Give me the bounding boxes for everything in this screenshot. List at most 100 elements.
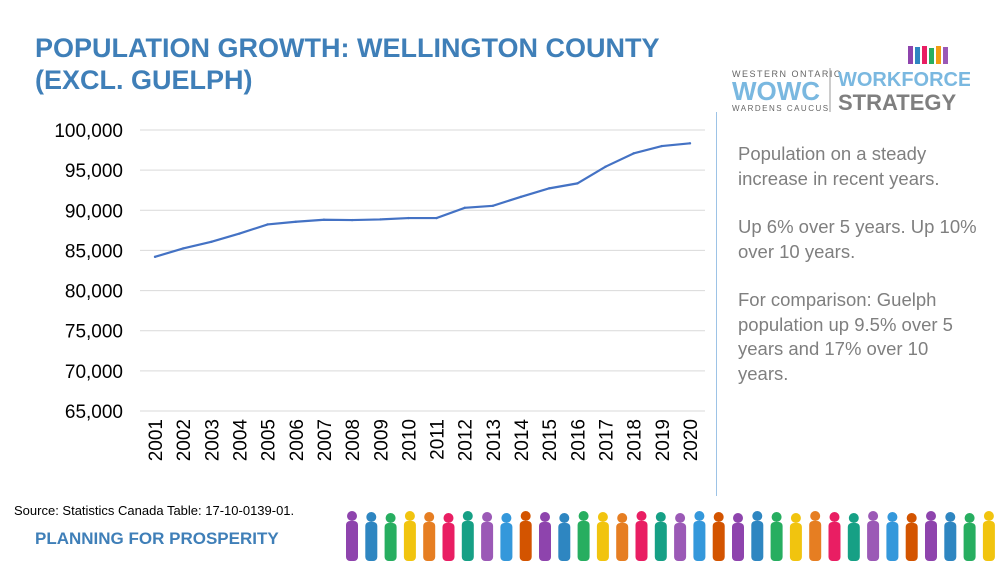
person-figure-icon (789, 513, 802, 561)
y-tick-label: 85,000 (65, 241, 123, 262)
person-figure-icon (558, 513, 571, 561)
data-point (266, 223, 269, 226)
data-point (350, 218, 354, 222)
summary-text: Population on a steady increase in recen… (738, 142, 978, 410)
x-tick-label: 2015 (540, 419, 561, 461)
svg-text:WOWC: WOWC (732, 76, 820, 106)
divider (716, 112, 717, 496)
data-point (604, 165, 607, 168)
person-figure-icon (346, 511, 358, 561)
footer-tagline: PLANNING FOR PROSPERITY (35, 529, 279, 548)
x-tick-label: 2017 (597, 419, 618, 461)
person-figure-icon (693, 511, 706, 561)
x-tick-label: 2001 (146, 419, 167, 461)
y-tick-label: 70,000 (65, 362, 123, 383)
page-title: POPULATION GROWTH: WELLINGTON COUNTY (EX… (35, 33, 659, 95)
y-tick-label: 100,000 (54, 121, 123, 142)
y-tick-label: 75,000 (65, 322, 123, 343)
person-figure-icon (577, 511, 590, 561)
person-figure-icon (732, 513, 744, 561)
person-figure-icon (365, 512, 378, 561)
data-point (491, 204, 495, 207)
x-tick-label: 2008 (343, 419, 364, 461)
person-figure-icon (944, 512, 957, 561)
svg-text:WORKFORCE: WORKFORCE (838, 69, 970, 91)
person-figure-icon (616, 513, 629, 561)
population-line (154, 142, 691, 258)
person-figure-icon (519, 511, 532, 561)
data-point (181, 247, 185, 250)
person-figure-icon (963, 513, 976, 561)
y-tick-label: 65,000 (65, 402, 123, 423)
data-point (210, 240, 213, 244)
x-tick-label: 2007 (315, 419, 336, 461)
data-point (660, 144, 664, 148)
data-point (294, 220, 297, 223)
person-figure-icon (770, 512, 783, 561)
person-figure-icon (481, 512, 494, 561)
data-point (576, 182, 579, 185)
person-figure-icon (423, 512, 436, 561)
person-figure-icon (674, 513, 687, 561)
x-tick-label: 2014 (512, 419, 533, 462)
data-point (238, 232, 241, 235)
data-point (519, 195, 523, 198)
data-point (632, 152, 635, 155)
person-figure-icon (384, 513, 397, 561)
logo-people-icon (908, 46, 948, 64)
people-frieze-image (346, 511, 995, 561)
data-point (407, 216, 410, 220)
x-tick-label: 2019 (653, 419, 674, 461)
data-point (463, 206, 466, 209)
person-figure-icon (982, 511, 995, 561)
person-figure-icon (442, 513, 455, 561)
person-figure-icon (461, 511, 474, 561)
x-tick-label: 2010 (399, 419, 420, 461)
y-tick-label: 80,000 (65, 282, 123, 303)
x-tick-label: 2009 (371, 419, 392, 461)
summary-growth: Up 6% over 5 years. Up 10% over 10 years… (738, 216, 977, 262)
svg-text:STRATEGY: STRATEGY (838, 90, 956, 114)
summary-trend: Population on a steady increase in recen… (738, 143, 940, 189)
x-tick-label: 2006 (287, 419, 308, 461)
y-tick-label: 90,000 (65, 201, 123, 222)
data-point (435, 216, 438, 220)
data-point (548, 187, 551, 190)
x-tick-label: 2020 (681, 419, 702, 461)
person-figure-icon (828, 512, 841, 561)
person-figure-icon (500, 513, 513, 561)
wowc-logo: WESTERN ONTARIO WOWC WARDENS CAUCUS WORK… (732, 46, 970, 114)
x-tick-label: 2011 (428, 419, 449, 460)
x-tick-label: 2013 (484, 419, 505, 461)
x-tick-label: 2004 (230, 419, 251, 462)
x-tick-label: 2018 (625, 419, 646, 461)
person-figure-icon (886, 512, 899, 561)
person-figure-icon (712, 512, 725, 561)
x-tick-label: 2016 (568, 419, 589, 461)
x-tick-label: 2002 (174, 419, 195, 461)
x-tick-label: 2003 (202, 419, 223, 461)
data-point (688, 142, 692, 145)
data-point (322, 218, 326, 221)
data-point (379, 218, 382, 221)
person-figure-icon (847, 513, 860, 561)
summary-comparison: For comparison: Guelph population up 9.5… (738, 289, 953, 384)
person-figure-icon (596, 512, 609, 561)
person-figure-icon (905, 513, 918, 561)
y-tick-label: 95,000 (65, 161, 123, 182)
line-chart: 65,000 70,000 75,000 80,000 85,000 90,000 95,0… (54, 121, 705, 462)
source-note: Source: Statistics Canada Table: 17-10-0… (14, 503, 295, 518)
svg-text:WARDENS CAUCUS: WARDENS CAUCUS (732, 104, 830, 113)
person-figure-icon (635, 511, 648, 561)
svg-text:WESTERN ONTARIO: WESTERN ONTARIO (732, 69, 842, 79)
data-point (153, 255, 157, 259)
person-figure-icon (751, 511, 764, 561)
person-figure-icon (654, 512, 667, 561)
person-figure-icon (925, 511, 937, 561)
person-figure-icon (403, 511, 416, 561)
person-figure-icon (809, 511, 822, 561)
person-figure-icon (867, 511, 880, 561)
x-tick-label: 2005 (259, 419, 280, 461)
person-figure-icon (539, 512, 551, 561)
x-tick-label: 2012 (456, 419, 477, 461)
